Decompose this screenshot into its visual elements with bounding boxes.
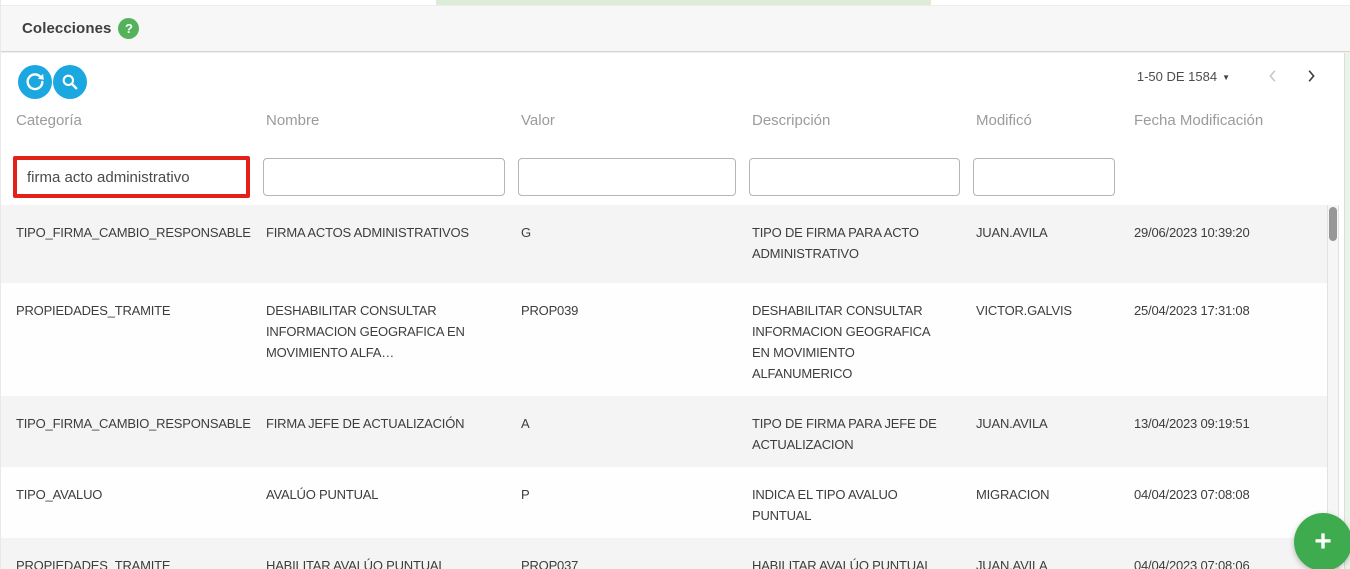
cell-descripcion: TIPO DE FIRMA PARA ACTO ADMINISTRATIVO [752, 225, 919, 261]
cell-descripcion: HABILITAR AVALÚO PUNTUAL [752, 558, 932, 569]
cell-valor: G [521, 225, 531, 240]
cell-modifico: MIGRACION [976, 487, 1050, 502]
cell-categoria: TIPO_FIRMA_CAMBIO_RESPONSABLE [16, 225, 251, 240]
filter-input-nombre[interactable] [263, 158, 505, 196]
cell-categoria: TIPO_AVALUO [16, 487, 103, 502]
cell-fecha-modificacion: 29/06/2023 10:39:20 [1134, 225, 1250, 240]
cell-nombre: DESHABILITAR CONSULTAR INFORMACION GEOGR… [266, 303, 465, 360]
toolbar-actions [18, 65, 88, 99]
table-row[interactable]: TIPO_FIRMA_CAMBIO_RESPONSABLE FIRMA ACTO… [1, 205, 1328, 283]
cell-descripcion: INDICA EL TIPO AVALUO PUNTUAL [752, 487, 898, 523]
cell-valor: PROP039 [521, 303, 579, 318]
cell-modifico: JUAN.AVILA [976, 558, 1048, 569]
vertical-scrollbar[interactable] [1327, 205, 1339, 569]
cell-modifico: JUAN.AVILA [976, 225, 1048, 240]
column-header-modifico[interactable]: Modificó [976, 112, 1032, 129]
chevron-right-icon [1302, 67, 1320, 85]
cell-modifico: JUAN.AVILA [976, 416, 1048, 431]
cell-nombre: FIRMA JEFE DE ACTUALIZACIÓN [266, 416, 465, 431]
table-row[interactable]: PROPIEDADES_TRAMITE DESHABILITAR CONSULT… [1, 283, 1328, 396]
table-body: TIPO_FIRMA_CAMBIO_RESPONSABLE FIRMA ACTO… [1, 205, 1328, 569]
next-page-button[interactable] [1300, 65, 1322, 87]
column-headers: Categoría Nombre Valor Descripción Modif… [1, 112, 1331, 129]
page-title: Colecciones [22, 20, 112, 37]
column-header-categoria[interactable]: Categoría [16, 112, 82, 129]
column-header-nombre[interactable]: Nombre [266, 112, 320, 129]
chevron-left-icon [1264, 67, 1282, 85]
top-accent-strip [436, 0, 931, 5]
cell-categoria: TIPO_FIRMA_CAMBIO_RESPONSABLE [16, 416, 251, 431]
prev-page-button[interactable] [1262, 65, 1284, 87]
cell-valor: P [521, 487, 530, 502]
pagination: 1-50 DE 1584 ▼ [1137, 63, 1322, 89]
cell-nombre: AVALÚO PUNTUAL [266, 487, 379, 502]
help-icon[interactable]: ? [118, 18, 140, 39]
dropdown-caret-icon[interactable]: ▼ [1222, 72, 1230, 82]
cell-categoria: PROPIEDADES_TRAMITE [16, 558, 171, 569]
filter-input-categoria[interactable] [13, 156, 250, 198]
plus-icon: + [1314, 525, 1332, 558]
right-accent-strip [1344, 5, 1350, 569]
search-icon [60, 72, 80, 92]
cell-valor: PROP037 [521, 558, 579, 569]
filter-input-valor[interactable] [518, 158, 736, 196]
cell-descripcion: TIPO DE FIRMA PARA JEFE DE ACTUALIZACION [752, 416, 937, 452]
cell-categoria: PROPIEDADES_TRAMITE [16, 303, 171, 318]
cell-descripcion: DESHABILITAR CONSULTAR INFORMACION GEOGR… [752, 303, 930, 381]
table-row[interactable]: TIPO_AVALUO AVALÚO PUNTUAL P INDICA EL T… [1, 467, 1328, 538]
search-button[interactable] [53, 65, 87, 99]
cell-fecha-modificacion: 04/04/2023 07:08:06 [1134, 558, 1250, 569]
column-header-fecha-modificacion[interactable]: Fecha Modificación [1134, 112, 1264, 129]
column-header-valor[interactable]: Valor [521, 112, 555, 129]
table-row[interactable]: PROPIEDADES_TRAMITE HABILITAR AVALÚO PUN… [1, 538, 1328, 569]
refresh-button[interactable] [18, 65, 52, 99]
column-header-descripcion[interactable]: Descripción [752, 112, 831, 129]
pagination-range-label[interactable]: 1-50 DE 1584 [1136, 68, 1218, 84]
title-bar: Colecciones ? [1, 5, 1350, 52]
filter-input-modifico[interactable] [973, 158, 1115, 196]
cell-fecha-modificacion: 04/04/2023 07:08:08 [1134, 487, 1250, 502]
filter-row [1, 156, 1331, 198]
cell-valor: A [521, 416, 530, 431]
cell-nombre: FIRMA ACTOS ADMINISTRATIVOS [266, 225, 469, 240]
add-button[interactable]: + [1294, 513, 1350, 569]
refresh-icon [24, 71, 46, 93]
cell-fecha-modificacion: 25/04/2023 17:31:08 [1134, 303, 1250, 318]
cell-nombre: HABILITAR AVALÚO PUNTUAL [266, 558, 446, 569]
cell-fecha-modificacion: 13/04/2023 09:19:51 [1134, 416, 1250, 431]
filter-input-descripcion[interactable] [749, 158, 960, 196]
cell-modifico: VICTOR.GALVIS [976, 303, 1072, 318]
scrollbar-thumb[interactable] [1329, 207, 1337, 241]
table-row[interactable]: TIPO_FIRMA_CAMBIO_RESPONSABLE FIRMA JEFE… [1, 396, 1328, 467]
